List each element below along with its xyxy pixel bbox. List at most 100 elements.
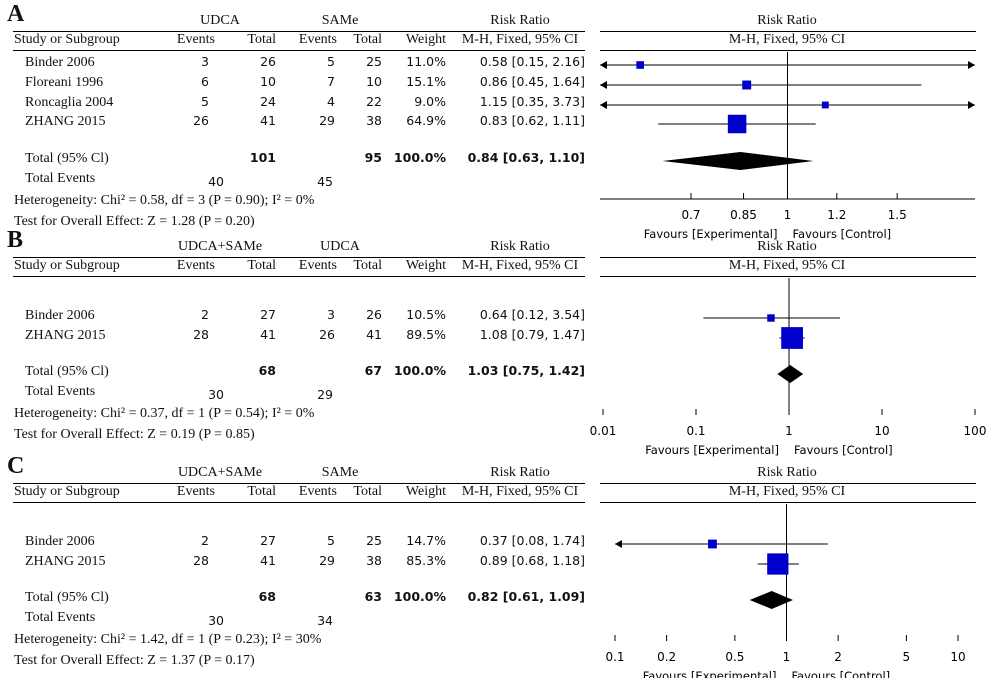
- study-ci: 0.83 [0.62, 1.11]: [479, 113, 585, 128]
- favours-left-label: Favours [Experimental]: [644, 227, 778, 241]
- study-point-estimate: [636, 61, 644, 69]
- study-g2-total: 10: [366, 74, 382, 89]
- study-g2-events: 3: [327, 307, 335, 322]
- study-weight: 9.0%: [414, 94, 446, 109]
- total-events-g1: 30: [208, 387, 224, 402]
- ci-right-arrow: [968, 101, 975, 109]
- study-g2-events: 26: [319, 327, 335, 342]
- study-point-estimate: [742, 80, 752, 90]
- total-ci: 0.82 [0.61, 1.09]: [467, 589, 585, 604]
- total-label: Total (95% Cl): [25, 590, 109, 605]
- group-rule-right: [600, 483, 976, 484]
- study-g2-events: 5: [327, 533, 335, 548]
- study-weight: 14.7%: [406, 533, 446, 548]
- study-g2-total: 38: [366, 553, 382, 568]
- study-g1-events: 28: [193, 553, 209, 568]
- g2-total-header: Total: [353, 484, 382, 499]
- favours-left-label: Favours [Experimental]: [643, 669, 777, 678]
- study-g2-events: 7: [327, 74, 335, 89]
- panel-label: C: [7, 453, 25, 479]
- x-tick-label: 0.5: [725, 650, 744, 664]
- study-g2-total: 41: [366, 327, 382, 342]
- weight-header: Weight: [405, 258, 446, 273]
- g1-events-header: Events: [176, 484, 215, 499]
- total-g2: 95: [364, 150, 382, 165]
- total-events-g1: 30: [208, 613, 224, 628]
- study-g2-total: 38: [366, 113, 382, 128]
- total-g2: 67: [364, 363, 382, 378]
- group1-header: UDCA+SAMe: [177, 465, 263, 480]
- x-tick-label: 10: [950, 650, 965, 664]
- study-g1-total: 10: [260, 74, 276, 89]
- plot-risk-ratio-header: Risk Ratio: [757, 13, 817, 28]
- g1-total-header: Total: [247, 32, 276, 47]
- g1-events-header: Events: [176, 258, 215, 273]
- favours-right-label: Favours [Control]: [794, 443, 893, 457]
- study-name: Binder 2006: [25, 534, 95, 549]
- group-rule-right: [600, 31, 976, 32]
- ci-left-arrow: [615, 540, 622, 548]
- study-point-estimate: [767, 553, 789, 575]
- study-g2-events: 4: [327, 94, 335, 109]
- header-rule-left: [13, 50, 585, 51]
- total-events-g2: 45: [317, 174, 333, 189]
- x-tick-label: 1.5: [888, 208, 907, 222]
- heterogeneity-text: Heterogeneity: Chi² = 0.37, df = 1 (P = …: [14, 406, 315, 421]
- study-g1-events: 26: [193, 113, 209, 128]
- risk-ratio-header: Risk Ratio: [490, 239, 550, 254]
- x-tick-label: 1: [784, 208, 792, 222]
- method-header: M-H, Fixed, 95% CI: [461, 258, 579, 273]
- study-g1-events: 3: [201, 54, 209, 69]
- study-point-estimate: [767, 314, 775, 322]
- study-name: Binder 2006: [25, 308, 95, 323]
- g2-events-header: Events: [298, 258, 337, 273]
- total-weight: 100.0%: [393, 150, 446, 165]
- total-label: Total (95% Cl): [25, 364, 109, 379]
- study-col-header: Study or Subgroup: [14, 484, 120, 499]
- g2-total-header: Total: [353, 32, 382, 47]
- study-ci: 0.86 [0.45, 1.64]: [479, 74, 585, 89]
- group2-header: SAMe: [321, 465, 359, 480]
- header-rule-right: [600, 502, 976, 503]
- study-name: ZHANG 2015: [25, 114, 106, 129]
- total-events-label: Total Events: [25, 610, 96, 625]
- study-g2-events: 29: [319, 113, 335, 128]
- group-rule-left: [13, 257, 585, 258]
- study-g2-total: 25: [366, 533, 382, 548]
- total-weight: 100.0%: [393, 363, 446, 378]
- pooled-diamond: [749, 591, 793, 609]
- x-tick-label: 10: [874, 424, 889, 438]
- heterogeneity-text: Heterogeneity: Chi² = 0.58, df = 3 (P = …: [14, 193, 315, 208]
- header-rule-left: [13, 502, 585, 503]
- forest-panel-b: B UDCA+SAMe UDCA Risk Ratio Risk Ratio Study …: [0, 226, 1000, 457]
- weight-header: Weight: [405, 484, 446, 499]
- study-point-estimate: [708, 539, 717, 549]
- study-g2-events: 5: [327, 54, 335, 69]
- x-tick-label: 1.2: [827, 208, 846, 222]
- study-weight: 64.9%: [406, 113, 446, 128]
- x-tick-label: 5: [903, 650, 911, 664]
- x-tick-label: 0.7: [681, 208, 700, 222]
- overall-effect-text: Test for Overall Effect: Z = 1.28 (P = 0…: [14, 214, 255, 229]
- study-g1-events: 2: [201, 533, 209, 548]
- study-name: Binder 2006: [25, 55, 95, 70]
- pooled-diamond: [662, 152, 814, 170]
- study-ci: 1.08 [0.79, 1.47]: [479, 327, 585, 342]
- group1-header: UDCA: [200, 13, 240, 28]
- total-g2: 63: [364, 589, 382, 604]
- total-g1: 101: [249, 150, 276, 165]
- study-weight: 85.3%: [406, 553, 446, 568]
- study-g1-total: 27: [260, 533, 276, 548]
- study-point-estimate: [781, 327, 803, 349]
- plot-method-header: M-H, Fixed, 95% CI: [728, 258, 846, 273]
- ci-left-arrow: [600, 81, 607, 89]
- study-col-header: Study or Subgroup: [14, 32, 120, 47]
- study-ci: 0.64 [0.12, 3.54]: [479, 307, 585, 322]
- g1-total-header: Total: [247, 258, 276, 273]
- study-ci: 0.89 [0.68, 1.18]: [479, 553, 585, 568]
- risk-ratio-header: Risk Ratio: [490, 13, 550, 28]
- study-g2-total: 26: [366, 307, 382, 322]
- ci-right-arrow: [968, 61, 975, 69]
- favours-right-label: Favours [Control]: [793, 227, 892, 241]
- weight-header: Weight: [405, 32, 446, 47]
